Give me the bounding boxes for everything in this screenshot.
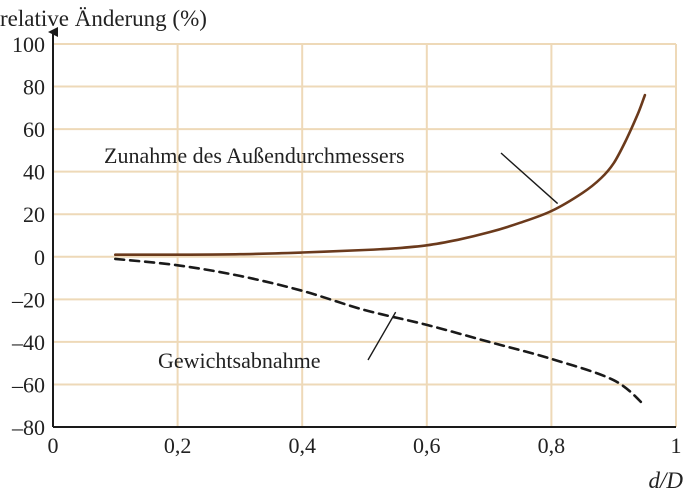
annotations: Zunahme des Außendurchmessers Gewichtsabn… xyxy=(104,143,559,373)
annotation-leader-line xyxy=(500,152,559,205)
y-tick-label: 100 xyxy=(12,32,45,57)
x-tick-label: 0,8 xyxy=(538,433,566,458)
x-axis-title: d/D xyxy=(649,468,684,493)
y-tick-label: 20 xyxy=(23,202,45,227)
series-line-gewichtsabnahme xyxy=(114,257,647,407)
y-tick-label: –20 xyxy=(11,287,45,312)
y-tick-label: 40 xyxy=(23,160,45,185)
grid xyxy=(53,43,677,427)
annotation-durchmesser: Zunahme des Außendurchmessers xyxy=(104,143,405,168)
tick-labels: 0 0,2 0,4 0,6 0,8 1 –80 –60 –40 –20 0 20 40 60 80 100 xyxy=(11,32,682,458)
y-tick-label: 80 xyxy=(23,75,45,100)
y-tick-label: 60 xyxy=(23,117,45,142)
x-tick-label: 0,4 xyxy=(288,433,316,458)
x-tick-label: 1 xyxy=(671,433,682,458)
series-line-durchmesser xyxy=(114,93,647,256)
axes xyxy=(48,27,676,428)
annotation-leader-line xyxy=(367,311,397,361)
series xyxy=(114,93,647,407)
x-tick-label: 0 xyxy=(48,433,59,458)
y-tick-label: 0 xyxy=(34,245,45,270)
y-axis-title: relative Änderung (%) xyxy=(0,6,207,31)
y-tick-label: –80 xyxy=(11,415,45,440)
x-tick-label: 0,2 xyxy=(164,433,192,458)
annotation-gewicht: Gewichtsabnahme xyxy=(158,348,321,373)
x-tick-label: 0,6 xyxy=(413,433,441,458)
y-tick-label: –60 xyxy=(11,372,45,397)
y-tick-label: –40 xyxy=(11,330,45,355)
